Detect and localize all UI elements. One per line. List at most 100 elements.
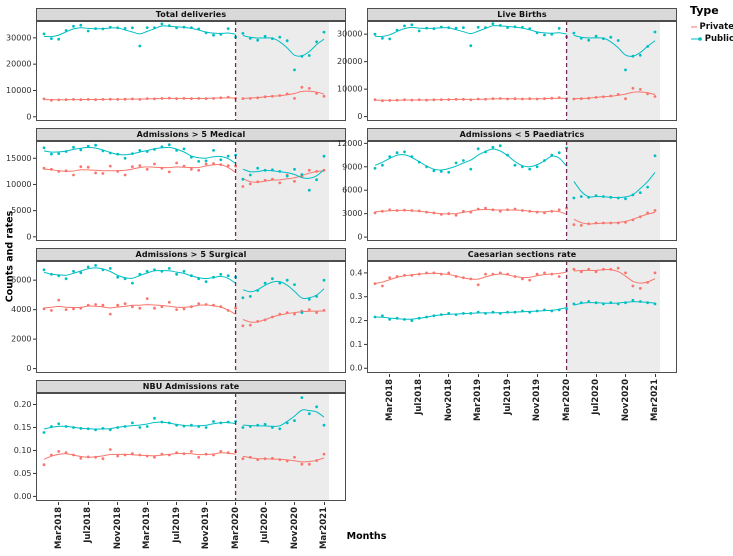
x-tick-label: Mar2019: [142, 507, 153, 550]
panel-title: Caesarian sections rate: [467, 250, 577, 259]
y-tick-label: 2000: [11, 335, 31, 344]
x-tick-mark: [176, 502, 178, 505]
private-smooth-line-post: [242, 455, 325, 463]
x-tick-mark: [566, 374, 568, 377]
post-intervention-shaded-region: [235, 141, 329, 241]
y-tick-label: 30000: [6, 33, 31, 42]
panel-plot-nbu-admissions-rate: 0.00 0.05 0.10 0.15 0.20: [14, 393, 346, 501]
legend-item-private[interactable]: Private: [690, 21, 733, 32]
x-tick-label: Mar2020: [561, 379, 572, 422]
x-tick-label: Nov2019: [532, 379, 543, 422]
x-tick-label: Jul2018: [414, 379, 425, 415]
panel-plot-admissions-5-paediatrics: 0 3000 6000 9000 12000: [337, 139, 677, 242]
post-intervention-shaded-region: [566, 141, 660, 241]
x-tick-label: Nov2019: [201, 507, 212, 550]
public-smooth-line-post: [242, 409, 325, 427]
x-tick-mark: [595, 374, 597, 377]
panel-strip: NBU Admissions rate: [36, 380, 346, 393]
panel-strip: Total deliveries: [36, 8, 346, 21]
legend-item-public[interactable]: Public: [690, 33, 733, 44]
y-tick-label: 6000: [11, 276, 31, 285]
private-smooth-line-pre: [374, 271, 567, 284]
public-smooth-line-pre: [43, 421, 236, 430]
x-axis-title: Months: [346, 531, 387, 542]
x-tick-label: Jul2019: [502, 379, 513, 415]
y-tick-label: 20000: [337, 57, 362, 66]
x-tick-label: Jul2020: [260, 507, 271, 543]
public-smooth-line-post: [242, 280, 325, 300]
public-series-key-icon: [691, 36, 702, 41]
panel-plot-live-births: 0 10000 20000 30000: [337, 21, 677, 121]
y-tick-label: 0.4: [350, 268, 363, 277]
x-tick-mark: [418, 374, 420, 377]
x-tick-label: Nov2020: [620, 379, 631, 422]
panel-strip: Admissions > 5 Medical: [36, 128, 346, 141]
y-tick-label: 0: [26, 232, 31, 241]
y-tick-label: 0.1: [350, 340, 363, 349]
panel-strip: Caesarian sections rate: [367, 248, 677, 261]
public-smooth-line-post: [573, 301, 656, 306]
private-smooth-line-pre: [374, 97, 567, 101]
legend-item-label: Private: [699, 21, 733, 32]
y-tick-label: 0.05: [14, 469, 32, 478]
x-tick-mark: [625, 374, 627, 377]
x-tick-label: Jul2019: [171, 507, 182, 543]
panel-title: Total deliveries: [155, 10, 227, 19]
x-tick-label: Mar2021: [319, 507, 329, 550]
y-tick-label: 10000: [337, 85, 362, 94]
x-tick-mark: [294, 502, 296, 505]
x-tick-label: Nov2020: [289, 507, 300, 550]
y-tick-label: 4000: [11, 305, 31, 314]
panel-plot-total-deliveries: 0 10000 20000 30000: [6, 21, 346, 121]
y-tick-label: 12000: [337, 139, 362, 148]
y-tick-label: 5000: [11, 206, 31, 215]
panel-plot-caesarian-sections-rate: 0.0 0.1 0.2 0.3 0.4: [350, 261, 677, 373]
y-tick-label: 0.10: [14, 446, 32, 455]
private-smooth-line-pre: [374, 208, 567, 215]
post-intervention-shaded-region: [235, 393, 329, 501]
x-tick-mark: [448, 374, 450, 377]
y-tick-label: 0.00: [14, 492, 32, 501]
x-tick-mark: [117, 502, 119, 505]
private-smooth-line-pre: [43, 163, 236, 173]
x-tick-mark: [389, 374, 391, 377]
public-smooth-line-pre: [374, 25, 567, 37]
panel-strip: Live Births: [367, 8, 677, 21]
post-intervention-shaded-region: [566, 261, 660, 373]
public-smooth-line-post: [573, 172, 656, 199]
private-smooth-line-post: [573, 91, 656, 100]
panel-title: Admissions > 5 Surgical: [135, 250, 247, 259]
private-smooth-line-post: [242, 90, 325, 99]
x-tick-mark: [654, 374, 656, 377]
x-tick-label: Jul2018: [83, 507, 94, 543]
panel-title: Admissions < 5 Paediatrics: [459, 130, 585, 139]
y-tick-label: 0.15: [14, 423, 32, 432]
y-tick-label: 0: [26, 112, 31, 121]
y-tick-label: 0.3: [350, 292, 363, 301]
private-smooth-line-post: [242, 310, 325, 323]
x-tick-mark: [264, 502, 266, 505]
x-tick-label: Mar2019: [473, 379, 484, 422]
x-tick-label: Mar2018: [53, 507, 64, 550]
legend-item-label: Public: [704, 33, 733, 44]
x-tick-mark: [323, 502, 325, 505]
x-tick-label: Jul2020: [591, 379, 602, 415]
panel-title: Live Births: [497, 10, 547, 19]
private-series-key-icon: [691, 26, 697, 27]
public-smooth-line-post: [573, 34, 656, 57]
public-smooth-line-pre: [43, 267, 236, 284]
private-smooth-line-post: [573, 269, 656, 284]
public-smooth-line-post: [242, 35, 325, 57]
y-tick-label: 20000: [6, 60, 31, 69]
y-tick-label: 9000: [342, 162, 362, 171]
panel-title: Admissions > 5 Medical: [136, 130, 246, 139]
y-tick-label: 3000: [342, 209, 362, 218]
x-tick-label: Mar2018: [384, 379, 395, 422]
panel-plot-admissions-5-surgical: 0 2000 4000 6000: [11, 261, 346, 373]
private-data-points: [42, 297, 326, 328]
panel-title: NBU Admissions rate: [142, 382, 240, 391]
private-smooth-line-pre: [43, 452, 236, 460]
post-intervention-shaded-region: [235, 261, 329, 373]
x-tick-mark: [235, 502, 237, 505]
x-tick-label: Nov2018: [443, 379, 454, 422]
